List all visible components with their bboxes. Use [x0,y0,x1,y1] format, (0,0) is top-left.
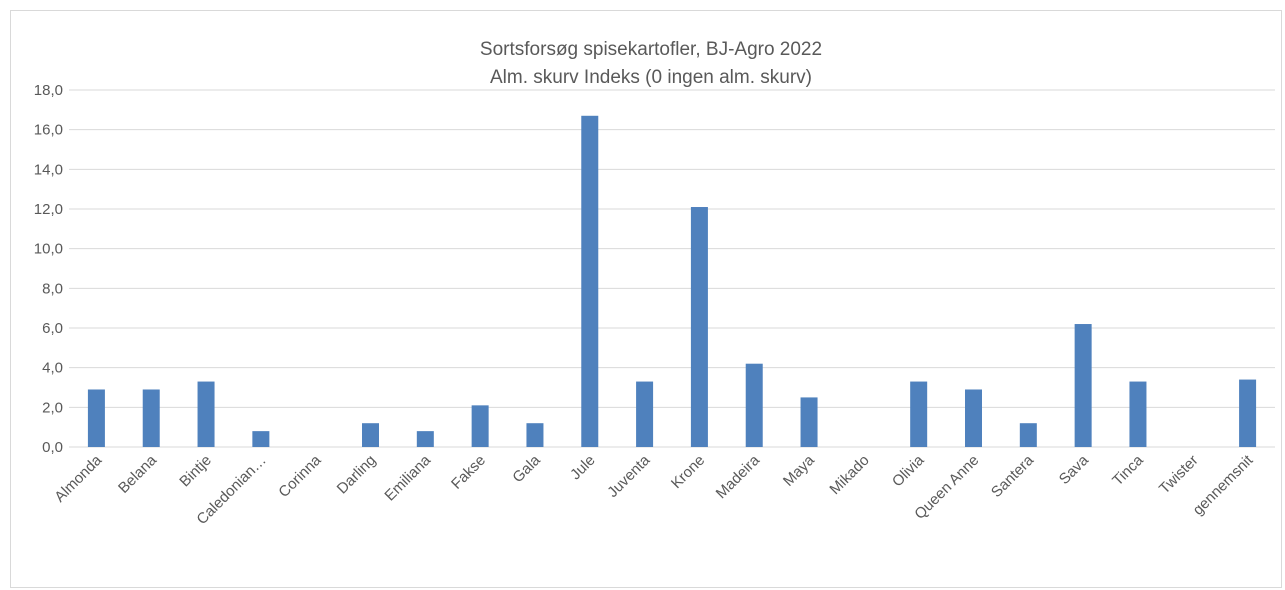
x-category-label: Belana [115,451,161,497]
x-category-label: Jule [567,452,598,483]
y-tick-label: 14,0 [34,161,63,178]
bar [1019,423,1037,447]
bar [636,381,654,447]
y-tick-label: 12,0 [34,201,63,218]
x-category-label: Corinna [275,451,325,501]
x-category-label: Tinca [1109,451,1147,489]
y-tick-label: 6,0 [42,320,63,337]
bar [1129,381,1147,447]
bar [1239,379,1257,447]
x-category-label: Maya [780,451,818,489]
bar [1074,324,1092,447]
bar [197,381,215,447]
x-category-label: Santera [988,451,1038,501]
bar [690,207,708,447]
y-tick-label: 0,0 [42,439,63,456]
chart-title: Sortsforsøg spisekartofler, BJ-Agro 2022 [480,39,822,60]
x-category-label: Darling [334,452,380,498]
y-tick-label: 8,0 [42,280,63,297]
x-category-label: Fakse [448,452,489,493]
x-category-label: Bintje [176,452,215,491]
bar [800,397,818,447]
x-category-label: Sava [1056,451,1093,488]
x-category-label: Krone [668,452,708,492]
bar [416,431,434,447]
x-category-label: Juventa [604,451,654,501]
bar [87,389,105,447]
bars [87,115,1257,448]
x-category-label: gennemsnit [1190,451,1257,518]
bar [745,363,763,447]
bar [252,431,270,447]
bar-chart: Sortsforsøg spisekartofler, BJ-Agro 2022… [34,39,1275,528]
x-category-label: Gala [509,451,544,486]
bar [362,423,379,447]
chart-area: Sortsforsøg spisekartofler, BJ-Agro 2022… [10,10,1282,588]
x-category-label: Emiliana [381,451,434,504]
bar [526,423,544,447]
bar [910,381,928,447]
chart-subtitle: Alm. skurv Indeks (0 ingen alm. skurv) [490,67,812,88]
bar [581,115,599,448]
y-tick-label: 10,0 [34,241,63,258]
bar [471,405,489,447]
y-tick-label: 18,0 [34,82,63,99]
y-tick-label: 2,0 [42,399,63,416]
x-category-label: Madeira [713,451,764,502]
x-category-label: Twister [1156,452,1202,498]
x-category-label: Almonda [51,451,105,505]
x-category-label: Mikado [826,452,872,498]
gridlines [69,89,1275,448]
bar [965,389,982,447]
bar [142,389,160,447]
y-tick-label: 16,0 [34,122,63,139]
y-tick-label: 4,0 [42,360,63,377]
x-category-label: Olivia [889,451,928,490]
y-axis-ticks: 0,0 2,0 4,0 6,0 8,0 10,0 12,0 14,0 16,0 18,0 [34,82,63,456]
